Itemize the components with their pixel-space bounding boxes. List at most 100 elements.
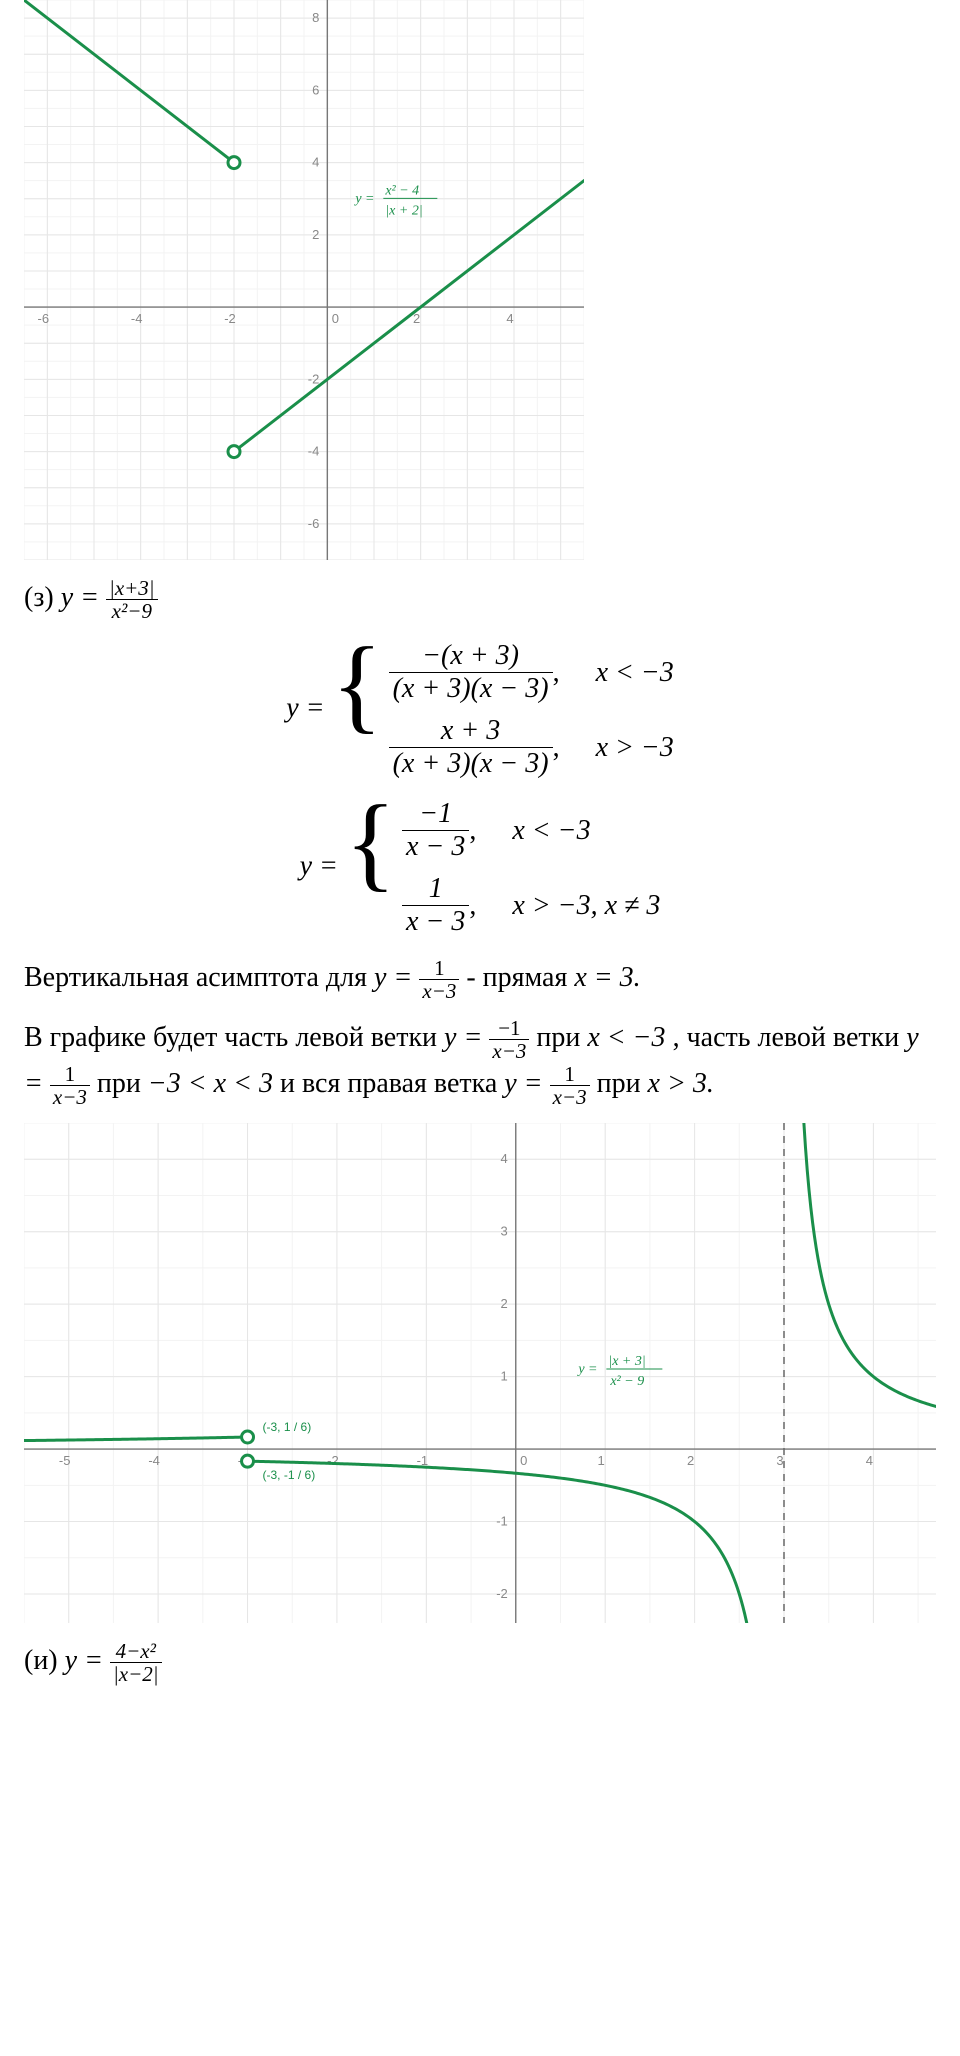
piecewise-1-body: { −(x + 3)(x + 3)(x − 3), x < −3 x + 3(x +…: [332, 640, 674, 780]
piecewise-1: y = { −(x + 3)(x + 3)(x − 3), x < −3 x + 3…: [24, 640, 936, 780]
svg-text:0: 0: [520, 1453, 527, 1468]
svg-text:y =: y =: [576, 1362, 597, 1377]
para2-f3-lhs: y =: [504, 1068, 549, 1099]
para2-c3: x > 3.: [648, 1068, 714, 1099]
svg-text:x² − 9: x² − 9: [609, 1374, 644, 1389]
item-i-label: (и): [24, 1645, 58, 1676]
para2-f2-den: x−3: [50, 1086, 90, 1108]
svg-text:2: 2: [501, 1296, 508, 1311]
para2-t1: В графике будет часть левой ветки: [24, 1022, 444, 1053]
svg-text:x² − 4: x² − 4: [384, 183, 419, 198]
svg-text:1: 1: [598, 1453, 605, 1468]
case-row: −1x − 3, x < −3: [402, 798, 660, 863]
piecewise-2-cases: −1x − 3, x < −3 1x − 3, x > −3, x ≠ 3: [402, 798, 660, 938]
svg-text:1: 1: [501, 1368, 508, 1383]
para1-text1: Вертикальная асимптота для: [24, 962, 374, 993]
case-fraction: −(x + 3)(x + 3)(x − 3): [389, 640, 553, 705]
svg-text:3: 3: [501, 1223, 508, 1238]
piecewise-1-cases: −(x + 3)(x + 3)(x − 3), x < −3 x + 3(x + 3…: [389, 640, 674, 780]
para2-f3-den: x−3: [550, 1086, 590, 1108]
para2-f1: −1 x−3: [489, 1017, 529, 1062]
svg-text:(-3, -1 / 6): (-3, -1 / 6): [263, 1468, 316, 1482]
comma: ,: [469, 815, 476, 847]
svg-text:2: 2: [687, 1453, 694, 1468]
case-condition: x > −3, x ≠ 3: [512, 890, 660, 922]
para2-t6: при: [597, 1068, 648, 1099]
brace-icon: {: [332, 640, 383, 780]
item-z-equation: (з) y = |x+3| x²−9: [24, 576, 936, 622]
svg-text:-4: -4: [131, 311, 143, 326]
para2-f3-num: 1: [550, 1063, 590, 1086]
case-fraction: −1x − 3: [402, 798, 469, 863]
comma: ,: [553, 657, 560, 689]
para2-t2: при: [536, 1022, 587, 1053]
case-condition: x < −3: [512, 815, 590, 847]
svg-text:-5: -5: [59, 1453, 71, 1468]
svg-text:-4: -4: [148, 1453, 160, 1468]
svg-text:-2: -2: [327, 1453, 339, 1468]
svg-text:8: 8: [312, 10, 319, 25]
chart-2-svg: -5-4-3-2-101234-2-11234(-3, 1 / 6)(-3, -…: [24, 1123, 936, 1623]
para2-f2-num: 1: [50, 1063, 90, 1086]
chart-2: -5-4-3-2-101234-2-11234(-3, 1 / 6)(-3, -…: [24, 1123, 936, 1623]
item-z-lhs: y =: [61, 582, 99, 613]
brace-icon: {: [345, 798, 396, 938]
para1-den: x−3: [419, 980, 459, 1002]
svg-text:y =: y =: [353, 191, 374, 206]
para1-lhs: y =: [374, 962, 419, 993]
para2-f1-den: x−3: [489, 1040, 529, 1062]
para2-c1: x < −3: [587, 1022, 665, 1053]
para1-text2: - прямая: [466, 962, 574, 993]
svg-text:-4: -4: [308, 444, 320, 459]
svg-text:-6: -6: [308, 516, 320, 531]
item-i-fraction: 4−x² |x−2|: [110, 1640, 162, 1685]
piecewise-2: y = { −1x − 3, x < −3 1x − 3, x > −3, x ≠ 3: [24, 798, 936, 938]
comma: ,: [553, 732, 560, 764]
svg-text:|x + 2|: |x + 2|: [385, 203, 422, 218]
item-i-num: 4−x²: [110, 1640, 162, 1663]
chart-1: -6-4-2024-6-4-22468y =x² − 4|x + 2|: [24, 0, 936, 560]
case-condition: x < −3: [596, 657, 674, 689]
svg-text:4: 4: [501, 1151, 508, 1166]
case-fraction: 1x − 3: [402, 873, 469, 938]
svg-text:-2: -2: [308, 371, 320, 386]
para1-num: 1: [419, 957, 459, 980]
svg-text:4: 4: [312, 155, 319, 170]
svg-text:-2: -2: [496, 1586, 508, 1601]
case-row: x + 3(x + 3)(x − 3), x > −3: [389, 715, 674, 780]
item-i-den: |x−2|: [110, 1663, 162, 1685]
item-z-fraction: |x+3| x²−9: [106, 577, 158, 622]
case-row: 1x − 3, x > −3, x ≠ 3: [402, 873, 660, 938]
piecewise-2-body: { −1x − 3, x < −3 1x − 3, x > −3, x ≠ 3: [345, 798, 660, 938]
item-i-lhs: y =: [65, 1645, 103, 1676]
paragraph-branches: В графике будет часть левой ветки y = −1…: [24, 1016, 936, 1108]
svg-text:(-3, 1 / 6): (-3, 1 / 6): [263, 1420, 312, 1434]
svg-text:6: 6: [312, 82, 319, 97]
para1-fraction: 1 x−3: [419, 957, 459, 1002]
case-row: −(x + 3)(x + 3)(x − 3), x < −3: [389, 640, 674, 705]
para1-rhs: x = 3.: [574, 962, 640, 993]
svg-text:3: 3: [776, 1453, 783, 1468]
item-i-equation: (и) y = 4−x² |x−2|: [24, 1639, 936, 1685]
para2-t5: и вся правая ветка: [280, 1068, 504, 1099]
svg-text:-1: -1: [496, 1513, 508, 1528]
svg-text:2: 2: [312, 227, 319, 242]
svg-text:0: 0: [332, 311, 339, 326]
paragraph-asymptote: Вертикальная асимптота для y = 1 x−3 - п…: [24, 956, 936, 1002]
item-z-label: (з): [24, 582, 54, 613]
svg-text:|x + 3|: |x + 3|: [608, 1354, 645, 1369]
piecewise-1-lhs: y =: [286, 693, 324, 724]
para2-t3: , часть левой ветки: [673, 1022, 907, 1053]
case-fraction: x + 3(x + 3)(x − 3): [389, 715, 553, 780]
piecewise-2-lhs: y =: [300, 851, 338, 882]
svg-text:4: 4: [866, 1453, 873, 1468]
comma: ,: [469, 890, 476, 922]
case-condition: x > −3: [596, 732, 674, 764]
item-z-den: x²−9: [106, 600, 158, 622]
para2-t4: при: [97, 1068, 148, 1099]
svg-text:4: 4: [506, 311, 513, 326]
para2-c2: −3 < x < 3: [148, 1068, 273, 1099]
para2-f1-num: −1: [489, 1017, 529, 1040]
chart-1-svg: -6-4-2024-6-4-22468y =x² − 4|x + 2|: [24, 0, 584, 560]
para2-f2: 1 x−3: [50, 1063, 90, 1108]
